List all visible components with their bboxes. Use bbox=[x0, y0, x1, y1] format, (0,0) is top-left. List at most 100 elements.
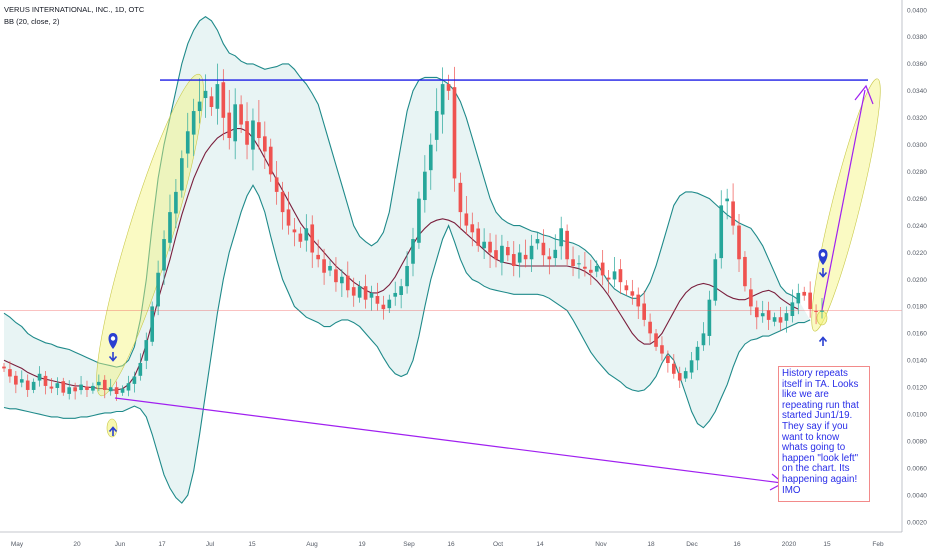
x-tick-label: 20 bbox=[73, 541, 81, 548]
candle-body bbox=[452, 87, 457, 179]
run-arrow-line bbox=[821, 89, 866, 311]
candle-body bbox=[571, 259, 575, 266]
candle-body bbox=[820, 310, 824, 312]
candle-body bbox=[606, 277, 611, 280]
projection-arrow-line bbox=[114, 397, 783, 484]
candle-body bbox=[511, 254, 516, 266]
candle-body bbox=[624, 285, 629, 291]
candle-body bbox=[814, 311, 818, 313]
candle-body bbox=[334, 269, 338, 283]
y-tick-label: 0.0120 bbox=[907, 385, 927, 392]
candle-body bbox=[707, 299, 712, 336]
y-tick-label: 0.0380 bbox=[907, 34, 927, 41]
candle-body bbox=[506, 247, 510, 256]
candle-body bbox=[108, 387, 113, 392]
y-tick-label: 0.0040 bbox=[907, 492, 927, 499]
annotation-note[interactable]: History repeats itself in TA. Looks like… bbox=[778, 366, 870, 502]
candle-body bbox=[749, 289, 753, 307]
candle-body bbox=[14, 375, 18, 385]
candle-body bbox=[274, 177, 279, 192]
y-tick-label: 0.0260 bbox=[907, 196, 927, 203]
candle-body bbox=[636, 294, 641, 307]
candle-body bbox=[494, 250, 498, 260]
x-tick-label: 14 bbox=[536, 541, 544, 548]
candle-body bbox=[292, 229, 297, 233]
candle-body bbox=[67, 387, 72, 394]
candle-body bbox=[754, 307, 759, 318]
pin-marker-icon bbox=[818, 249, 828, 265]
candle-body bbox=[156, 272, 160, 307]
candle-body bbox=[310, 224, 315, 253]
candle-body bbox=[695, 346, 700, 361]
candle-body bbox=[760, 313, 765, 317]
candle-body bbox=[583, 266, 587, 269]
y-tick-label: 0.0200 bbox=[907, 277, 927, 284]
candle-body bbox=[642, 303, 646, 320]
up-arrow-icon-left bbox=[108, 426, 118, 436]
candle-body bbox=[683, 371, 688, 379]
candle-body bbox=[215, 84, 220, 109]
candle-body bbox=[648, 321, 652, 334]
candle-body bbox=[150, 306, 155, 342]
candle-body bbox=[375, 296, 380, 304]
candle-body bbox=[37, 373, 42, 381]
price-axis-bg bbox=[902, 0, 932, 550]
candle-body bbox=[239, 104, 243, 125]
candle-body bbox=[114, 387, 119, 394]
candle-body bbox=[381, 304, 386, 310]
price-axis[interactable]: 0.0400 0.0380 0.0360 0.0340 0.0320 0.0300 0.02… bbox=[901, 0, 932, 550]
candle-body bbox=[796, 292, 801, 304]
x-tick-label: Oct bbox=[493, 541, 503, 548]
candle-body bbox=[476, 228, 481, 246]
candle-body bbox=[31, 381, 36, 390]
x-tick-label: Sep bbox=[403, 541, 415, 548]
symbol-title: VERUS INTERNATIONAL, INC., 1D, OTC bbox=[4, 5, 145, 14]
candle-body bbox=[612, 271, 617, 280]
x-tick-label: 16 bbox=[447, 541, 455, 548]
candle-body bbox=[500, 245, 504, 263]
candle-body bbox=[464, 213, 469, 226]
x-tick-label: 17 bbox=[158, 541, 166, 548]
candle-body bbox=[725, 198, 729, 202]
y-tick-label: 0.0160 bbox=[907, 331, 927, 338]
candle-body bbox=[743, 256, 747, 287]
indicator-legend[interactable]: BB (20, close, 2) bbox=[4, 17, 60, 26]
candle-body bbox=[594, 266, 599, 272]
bb-basis-line bbox=[3, 128, 799, 391]
candle-body bbox=[547, 256, 552, 260]
candle-body bbox=[393, 292, 398, 297]
candle-body bbox=[251, 120, 255, 150]
time-axis-bg bbox=[0, 532, 932, 550]
time-axis[interactable]: May 20 Jun 17 Jul 15 Aug 19 Sep 16 Oct 14 Nov 18 Dec 16… bbox=[0, 531, 932, 550]
candle-body bbox=[245, 121, 249, 145]
candle-body bbox=[411, 239, 415, 264]
candle-body bbox=[482, 241, 486, 249]
highlight-ellipses bbox=[96, 73, 881, 438]
candle-body bbox=[808, 292, 812, 310]
candle-body bbox=[304, 228, 309, 241]
down-arrow-icon-left bbox=[108, 352, 118, 362]
candle-body bbox=[600, 262, 605, 276]
candle-body bbox=[523, 254, 528, 260]
candle-body bbox=[772, 317, 777, 322]
candle-body bbox=[286, 209, 291, 226]
candle-body bbox=[73, 387, 77, 392]
x-tick-label: 19 bbox=[358, 541, 366, 548]
candle-body bbox=[713, 259, 718, 301]
run-arrow-head bbox=[854, 84, 874, 105]
x-tick-label: 15 bbox=[248, 541, 256, 548]
y-tick-label: 0.0220 bbox=[907, 250, 927, 257]
candle-body bbox=[221, 82, 226, 118]
candle-body bbox=[488, 241, 492, 253]
candle-body bbox=[43, 375, 48, 386]
candlesticks bbox=[2, 63, 824, 401]
x-tick-label: 16 bbox=[733, 541, 741, 548]
candle-body bbox=[440, 84, 445, 115]
y-tick-label: 0.0060 bbox=[907, 465, 927, 472]
y-tick-label: 0.0340 bbox=[907, 88, 927, 95]
candle-body bbox=[553, 249, 558, 259]
y-tick-label: 0.0360 bbox=[907, 61, 927, 68]
candle-body bbox=[434, 111, 439, 140]
candle-body bbox=[162, 239, 166, 271]
